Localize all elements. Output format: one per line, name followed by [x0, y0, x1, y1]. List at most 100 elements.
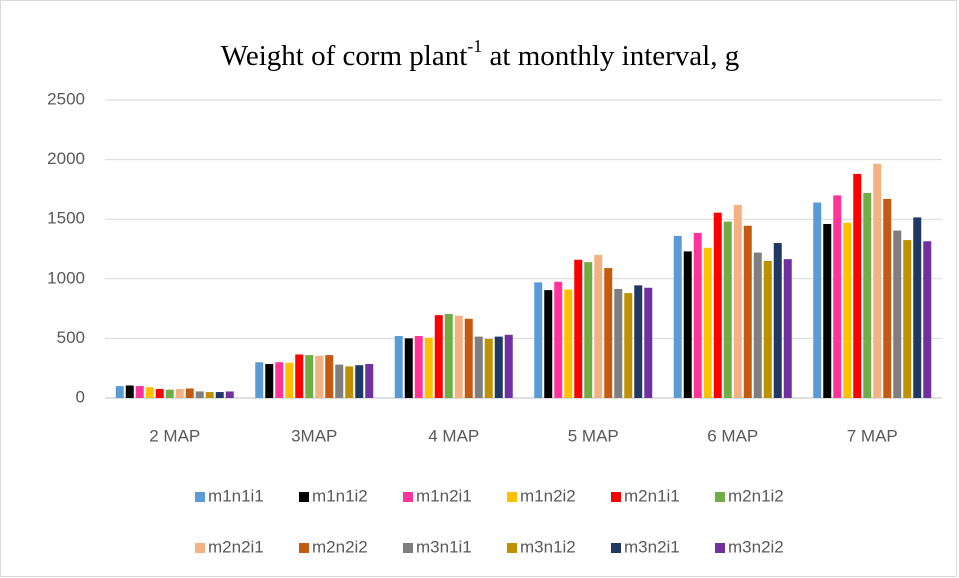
legend-swatch — [507, 543, 517, 553]
bar — [155, 389, 164, 398]
bar — [534, 282, 543, 398]
legend-swatch — [611, 492, 621, 502]
bar — [673, 235, 682, 398]
bar — [873, 163, 882, 398]
bar — [733, 204, 742, 398]
bar — [713, 212, 722, 398]
y-tick-label: 1500 — [47, 209, 85, 228]
bar — [773, 243, 782, 398]
legend-swatch — [299, 543, 309, 553]
bar — [424, 337, 433, 398]
title-superscript: -1 — [467, 36, 482, 56]
bar — [624, 293, 633, 398]
bar — [494, 336, 503, 398]
title-text: at monthly interval, g — [482, 40, 739, 72]
bar — [315, 355, 324, 398]
legend-swatch — [403, 492, 413, 502]
bar — [584, 262, 593, 398]
bar — [115, 386, 124, 398]
bar — [823, 223, 832, 398]
bar — [594, 254, 603, 398]
legend-label: m3n2i1 — [624, 537, 680, 556]
legend-swatch — [195, 543, 205, 553]
bar — [913, 217, 922, 398]
bar — [504, 334, 513, 398]
bar — [335, 364, 344, 398]
bar — [215, 392, 224, 398]
bar — [893, 230, 902, 398]
legend-swatch — [715, 492, 725, 502]
bar — [614, 288, 623, 398]
y-tick-label: 2500 — [47, 89, 85, 108]
legend-label: m2n2i1 — [208, 537, 264, 556]
bar — [205, 392, 214, 398]
bar — [564, 289, 573, 398]
x-tick-label: 6 MAP — [707, 426, 758, 445]
x-tick-label: 2 MAP — [149, 426, 200, 445]
bar — [683, 251, 692, 398]
legend-label: m1n2i1 — [416, 486, 472, 505]
bar — [404, 338, 413, 398]
bar — [574, 259, 583, 398]
legend-swatch — [403, 543, 413, 553]
legend-swatch — [611, 543, 621, 553]
bar — [394, 336, 403, 398]
bar — [853, 173, 862, 398]
x-tick-label: 5 MAP — [568, 426, 619, 445]
bar — [554, 281, 563, 398]
bar — [644, 287, 653, 398]
x-tick-label: 7 MAP — [847, 426, 898, 445]
bar — [305, 355, 314, 398]
y-tick-label: 2000 — [47, 149, 85, 168]
bar — [444, 313, 453, 398]
legend-swatch — [507, 492, 517, 502]
y-tick-label: 1000 — [47, 268, 85, 287]
chart-title: Weight of corm plant-1 at monthly interv… — [221, 36, 739, 72]
legend-swatch — [299, 492, 309, 502]
bar — [345, 366, 354, 398]
bar — [474, 336, 483, 398]
bar — [434, 315, 443, 398]
bar — [185, 388, 194, 398]
bar — [484, 338, 493, 398]
bar — [255, 362, 264, 398]
bar — [195, 391, 204, 398]
legend-swatch — [195, 492, 205, 502]
title-text: Weight of corm plant — [221, 40, 468, 72]
legend-label: m3n1i2 — [520, 537, 576, 556]
bar — [265, 364, 274, 398]
bar — [464, 318, 473, 398]
bar — [365, 364, 374, 398]
bar — [903, 240, 912, 398]
legend-label: m3n1i1 — [416, 537, 472, 556]
bar — [175, 389, 184, 398]
bar — [285, 362, 294, 398]
bar — [753, 252, 762, 398]
bar — [634, 285, 643, 398]
bar — [703, 247, 712, 398]
legend-label: m2n1i2 — [728, 486, 784, 505]
bar — [743, 225, 752, 398]
bar — [414, 336, 423, 398]
bar — [783, 259, 792, 398]
bar — [723, 221, 732, 398]
y-tick-label: 500 — [57, 328, 85, 347]
bar — [693, 232, 702, 398]
bar — [883, 198, 892, 398]
bar — [325, 355, 334, 398]
bar — [135, 386, 144, 398]
legend-label: m1n1i1 — [208, 486, 264, 505]
bar — [125, 385, 134, 398]
bar — [863, 192, 872, 398]
legend-label: m2n2i2 — [312, 537, 368, 556]
bar — [604, 268, 613, 398]
bar — [763, 260, 772, 398]
bar — [355, 365, 364, 398]
legend-label: m3n2i2 — [728, 537, 784, 556]
bar — [275, 362, 284, 398]
bar — [454, 315, 463, 398]
x-tick-label: 4 MAP — [428, 426, 479, 445]
